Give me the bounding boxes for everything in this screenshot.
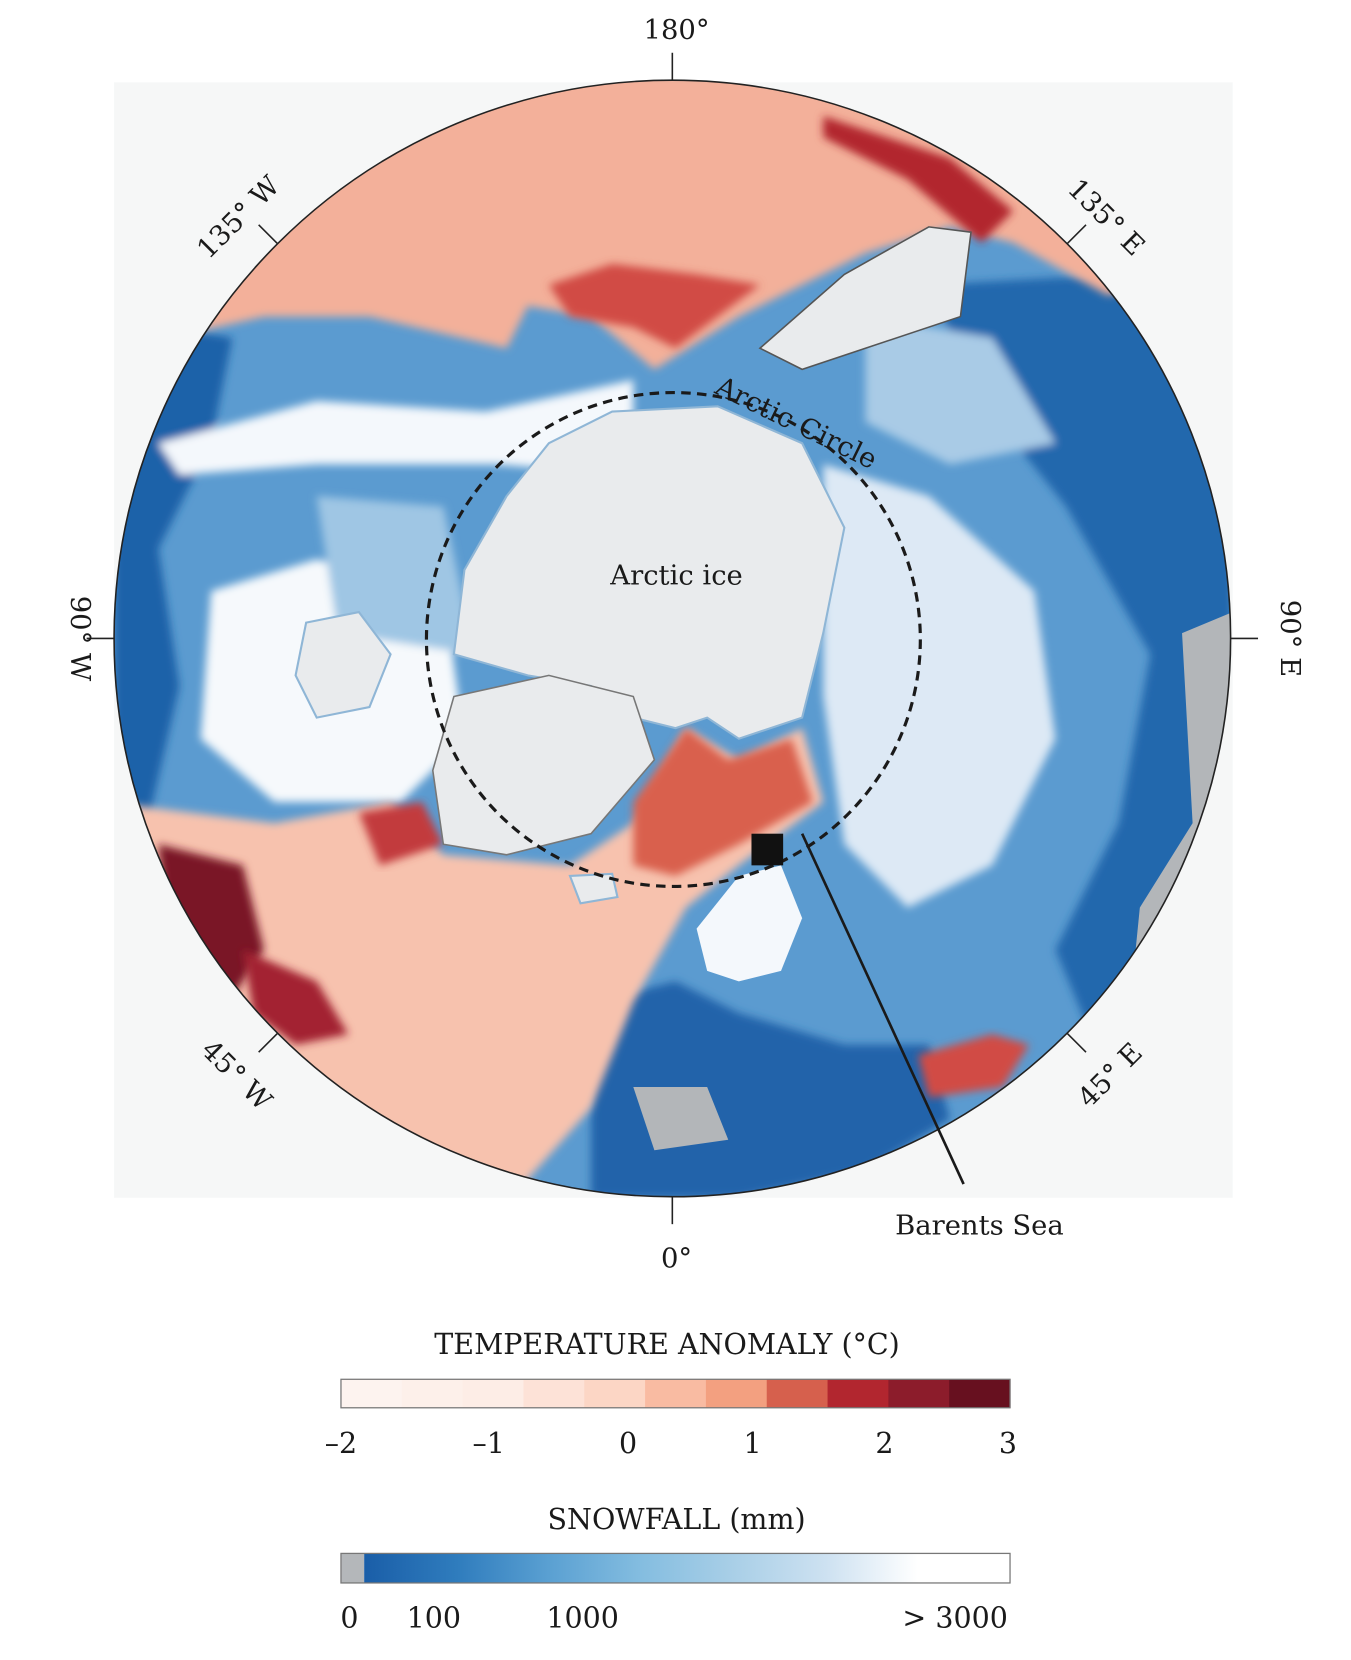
temperature-legend-title: TEMPERATURE ANOMALY (°C) (434, 1328, 899, 1361)
lon-label-0: 0° (661, 1243, 692, 1274)
barents-sea-label: Barents Sea (895, 1211, 1064, 1242)
snowfall-colorbar-frame (340, 1552, 1011, 1584)
temperature-tick-labels: –2 –1 0 1 2 3 (325, 1427, 1017, 1460)
temperature-colorbar (340, 1378, 1011, 1409)
temperature-tick: 0 (619, 1427, 637, 1460)
scandinavia-snow (696, 865, 803, 982)
snowfall-tick-labels: 0 100 1000 > 3000 (340, 1601, 1008, 1634)
temperature-bin (584, 1379, 646, 1408)
no-snow-europe (633, 1086, 729, 1151)
warm-anomaly-labrador (158, 844, 264, 1014)
warm-anomaly-barents (633, 728, 813, 876)
temperature-bin (888, 1379, 950, 1408)
temperature-tick: –1 (473, 1427, 505, 1460)
temperature-colorbar-frame (340, 1378, 1011, 1409)
warm-anomaly-kamchatka (823, 116, 1014, 243)
lon-label-180: 180° (644, 15, 710, 46)
warm-anomaly-labrador-edge (242, 949, 349, 1045)
greenland (431, 674, 656, 856)
temperature-bin (766, 1379, 829, 1408)
temperature-bin (523, 1379, 585, 1408)
temperature-tick: 2 (875, 1427, 893, 1460)
temperature-bin (645, 1379, 707, 1408)
hudson-bay (294, 610, 392, 719)
temperature-bin (462, 1379, 524, 1408)
temperature-bin (401, 1379, 464, 1408)
temperature-bin (827, 1379, 889, 1408)
east-siberia-ice (758, 226, 972, 371)
warm-anomaly-caspian (918, 1034, 1030, 1098)
arctic-ice-label: Arctic ice (609, 561, 743, 592)
warm-anomaly-greenland-coast (358, 802, 444, 866)
snowfall-legend-title: SNOWFALL (mm) (548, 1503, 806, 1536)
longitude-ticks (86, 52, 1259, 1225)
snowfall-zero-bin (340, 1553, 365, 1583)
snowfall-tick: > 3000 (902, 1601, 1007, 1634)
snowfall-colorbar (340, 1552, 1011, 1584)
arctic-ice (452, 405, 846, 740)
arctic-circle-line (424, 390, 922, 889)
deep-snow-east (928, 274, 1231, 1077)
light-snow-siberia (865, 316, 1056, 465)
temperature-tick: 1 (743, 1427, 761, 1460)
snowfall-tick: 1000 (546, 1601, 619, 1634)
lon-label-90w: 90° W (64, 596, 95, 682)
polar-map (114, 80, 1231, 1197)
snowfall-tick: 100 (407, 1601, 461, 1634)
temperature-tick: –2 (325, 1427, 357, 1460)
temperature-tick: 3 (999, 1427, 1017, 1460)
heavy-snow-siberia (823, 464, 1056, 908)
snowfall-tick: 0 (340, 1601, 358, 1634)
temperature-bin (949, 1379, 1011, 1408)
temperature-bin (705, 1379, 768, 1408)
study-site-marker (751, 833, 784, 866)
temperature-bin (340, 1379, 403, 1408)
warm-anomaly-bering (548, 263, 760, 349)
snowfall-gradient (364, 1553, 1011, 1583)
lon-label-90e: 90° E (1274, 600, 1305, 677)
barents-sea-leader (800, 833, 965, 1185)
